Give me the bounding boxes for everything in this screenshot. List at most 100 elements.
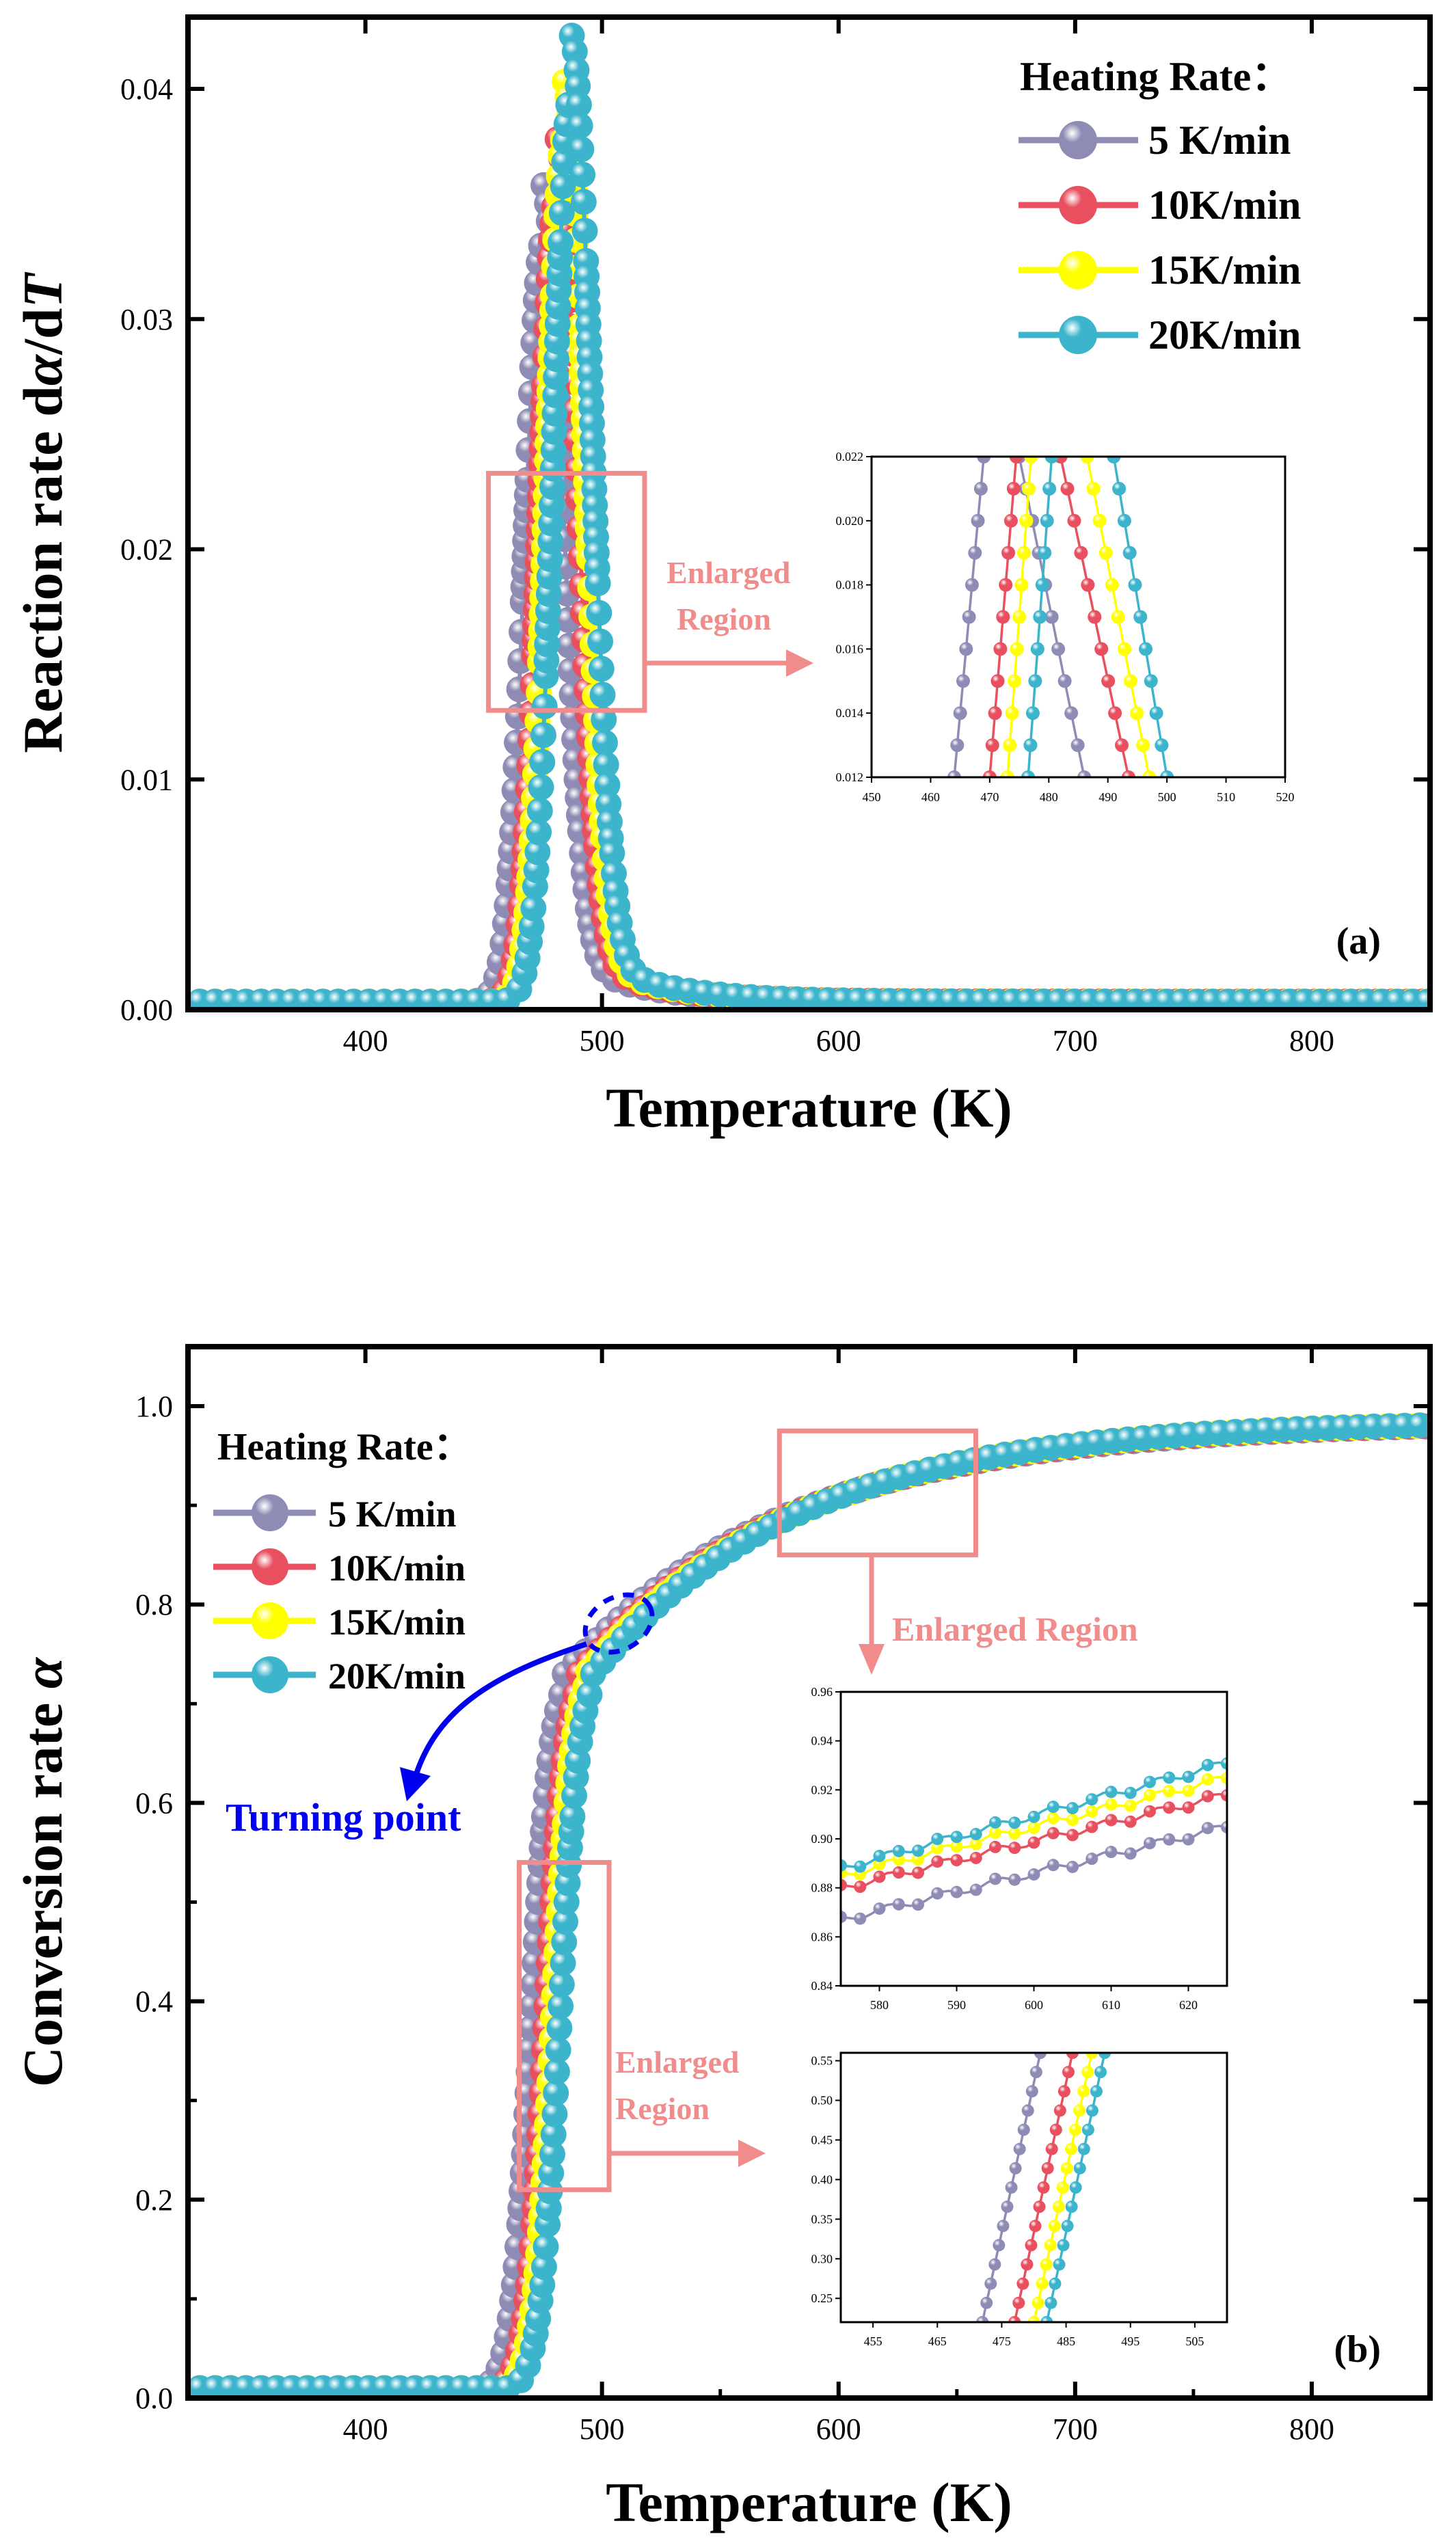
inset-point [1064,2142,1077,2155]
inset-point [1008,1873,1021,1886]
inset-point [950,1840,963,1853]
inset-point [1086,1853,1098,1866]
inset-frame [839,2051,1228,2324]
data-point [546,2015,573,2041]
legend-label: 10K/min [1148,183,1301,228]
panel-label: (a) [1336,920,1381,962]
inset-point [1201,1773,1214,1786]
inset-point [989,1840,1001,1853]
inset-point [1032,2296,1044,2309]
data-point [541,2101,568,2127]
turning-point-label: Turning point [226,1795,461,1840]
inset-point [1080,457,1094,463]
inset-point [1040,513,1054,528]
data-point [599,840,625,867]
inset-point [1008,1816,1021,1829]
inset-point [993,642,1008,656]
inset-point [1025,706,1040,721]
inset-point [873,1870,886,1883]
y-axis-title: Reaction rate dα/dT [12,271,74,753]
inset-point [1027,2316,1040,2322]
inset-point [1033,610,1047,624]
inset-point [1136,738,1150,753]
inset-point [971,513,985,528]
inset-point [1201,1758,1214,1771]
inset-point [1182,1833,1195,1846]
inset-x-tick-label: 475 [993,2334,1011,2348]
inset-point [1128,578,1142,592]
inset-point [950,738,965,753]
inset-point [988,706,1002,721]
inset-point [1051,642,1066,656]
data-point [586,600,612,626]
inset-point [1017,2123,1030,2136]
inset-point [1045,2142,1058,2155]
enlarged-region-label: Enlarged [666,555,791,590]
inset-point [1086,1820,1098,1833]
inset-point [892,1853,905,1866]
inset-point [1149,706,1163,721]
inset-point [854,1860,867,1873]
legend-marker [1059,186,1097,224]
inset-point [996,610,1010,624]
inset-point [1056,2181,1069,2194]
y-tick-label: 0.8 [135,1588,173,1621]
inset-point [993,2239,1006,2252]
inset-point [1081,2066,1094,2079]
inset-bg [841,2053,1227,2322]
inset-point [1000,770,1014,777]
inset-point [1112,481,1127,496]
inset-point [931,1887,944,1900]
inset-point [1012,2296,1025,2309]
inset-point [1057,2239,1070,2252]
y-tick-label: 0.4 [135,1985,173,2019]
panel-b: 400 500 600 700 800 0.0 0.2 0.4 0.6 0.8 1.0 Tempera… [12,1344,1433,2533]
inset-point [1086,1793,1098,1806]
data-point [565,92,592,118]
inset-point [1061,2220,1074,2233]
y-axis-title-T: T [12,271,74,308]
inset-point [1094,642,1109,656]
inset-point [1105,1798,1118,1811]
inset-point [1027,1810,1040,1823]
data-point [593,751,619,778]
data-point [541,400,568,427]
inset-point [1067,513,1081,528]
data-point [548,1993,574,2019]
inset-point [1035,578,1049,592]
y-axis-title-prefix: Conversion rate [12,1688,74,2087]
inset-point [1003,513,1018,528]
inset-point [1010,642,1024,656]
enlarged-region-label: Enlarged [615,2045,740,2079]
inset-point [1221,1772,1227,1785]
inset-y-tick-label: 0.022 [836,450,864,463]
inset-point [1023,738,1038,753]
inset-point [1086,2053,1098,2059]
inset-y-tick-label: 0.30 [811,2252,833,2265]
inset-point [1098,546,1113,560]
inset-point [1040,2316,1053,2322]
x-tick-label: 700 [1053,1024,1098,1058]
inset-point [1029,2066,1042,2079]
legend-title: Heating Rate： [1020,54,1292,99]
data-point [571,217,598,244]
inset-point [1021,481,1036,496]
inset-data [841,1757,1227,1925]
data-point [548,1971,575,1997]
inset-point [1025,2085,1038,2098]
inset-point [1124,1799,1137,1812]
x-tick-label: 800 [1289,1024,1334,1058]
inset-point [1049,2123,1062,2136]
inset-point [1049,2277,1062,2290]
data-point [539,474,565,500]
inset-point [977,457,991,463]
inset-point [1073,2104,1086,2117]
inset-point [1014,578,1029,592]
inset-point [973,481,988,496]
inset-y-tick-label: 0.014 [836,706,864,720]
inset-point [1052,2200,1065,2213]
inset-point [1030,642,1044,656]
data-point [548,229,574,256]
inset-point [1016,546,1031,560]
inset-point [1001,546,1016,560]
